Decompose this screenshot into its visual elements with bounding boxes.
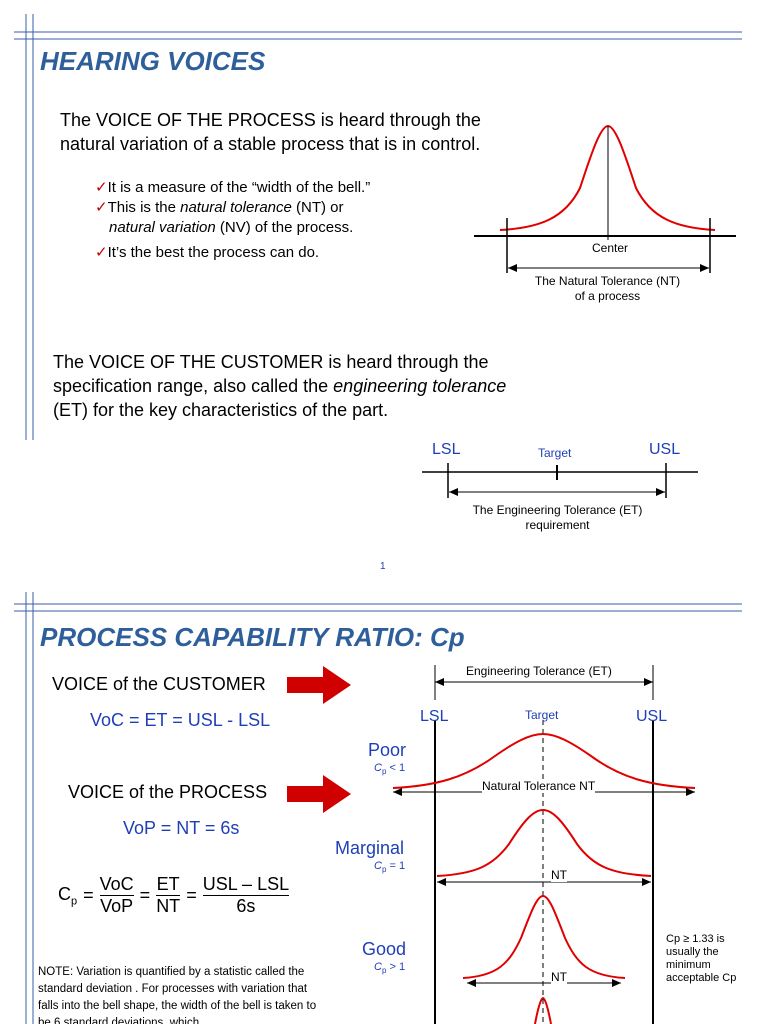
capability-diagram	[392, 665, 696, 1024]
nt-caption: The Natural Tolerance (NT) of a process	[534, 274, 681, 303]
nt-label-marginal: NT	[551, 868, 567, 882]
voice-of-customer-text: The VOICE OF THE CUSTOMER is heard throu…	[53, 352, 507, 420]
good-condition: Cp > 1	[374, 961, 406, 976]
voc-label: VOICE of the CUSTOMER	[52, 674, 266, 694]
check-icon: ✓	[95, 244, 108, 261]
marginal-curve	[436, 808, 652, 877]
lsl-label: LSL	[420, 708, 449, 725]
nt-long-label: Natural Tolerance NT	[482, 779, 596, 793]
et-label: Engineering Tolerance (ET)	[466, 664, 612, 678]
vop-label: VOICE of the PROCESS	[68, 782, 268, 802]
engineering-tolerance-diagram	[422, 463, 698, 498]
natural-tolerance-diagram	[474, 124, 736, 273]
page-number: 1	[380, 561, 386, 572]
usl-label: USL	[636, 708, 668, 725]
et-caption: The Engineering Tolerance (ET) requireme…	[472, 503, 643, 532]
voice-of-process-text: The VOICE OF THE PROCESS is heard throug…	[60, 110, 481, 154]
slide-2-rules	[14, 592, 742, 1024]
poor-curve	[392, 732, 696, 789]
good-label: Good	[362, 939, 407, 959]
arrow-right-icon	[287, 775, 351, 813]
poor-label: Poor	[368, 740, 407, 760]
partial-curve	[534, 996, 552, 1024]
arrow-right-icon	[287, 666, 351, 704]
red-arrows	[287, 666, 351, 813]
bullet-item: ✓This is the natural tolerance (NT) or n…	[95, 199, 354, 236]
center-label: Center	[591, 241, 629, 255]
usl-label: USL	[649, 441, 681, 458]
slide-1-rules	[14, 14, 742, 440]
note-text: NOTE: Variation is quantified by a stati…	[38, 966, 317, 1024]
marginal-label: Marginal	[335, 838, 405, 858]
vop-formula: VoP = NT = 6s	[123, 818, 240, 838]
marginal-condition: Cp = 1	[374, 860, 406, 875]
cp-formula: Cp = VoC VoP = ET NT = USL – LSL 6s	[58, 874, 290, 916]
target-label: Target	[525, 708, 559, 722]
good-curve	[462, 894, 626, 979]
voc-formula: VoC = ET = USL - LSL	[90, 710, 271, 730]
target-label: Target	[538, 446, 572, 460]
bullet-list: ✓It is a measure of the “width of the be…	[95, 178, 425, 263]
slide-title: PROCESS CAPABILITY RATIO: Cp	[40, 622, 465, 652]
side-note: Cp ≥ 1.33 is usually the minimum accepta…	[666, 933, 737, 984]
nt-label-good: NT	[551, 970, 567, 984]
poor-condition: Cp < 1	[374, 762, 406, 777]
bullet-item: ✓It is a measure of the “width of the be…	[95, 179, 371, 196]
lsl-label: LSL	[432, 441, 461, 458]
bullet-item: ✓It’s the best the process can do.	[95, 244, 320, 261]
slide-title: HEARING VOICES	[40, 46, 266, 76]
check-icon: ✓	[95, 199, 108, 216]
check-icon: ✓	[95, 179, 108, 196]
